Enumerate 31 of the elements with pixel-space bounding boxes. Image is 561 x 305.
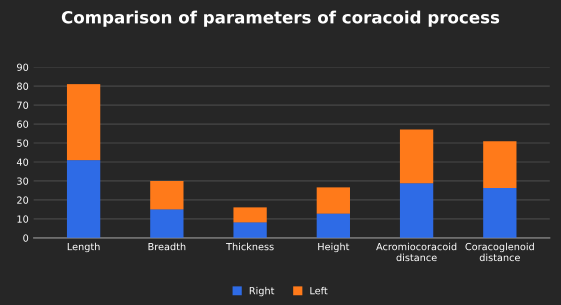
x-tick-label: Breadth <box>148 242 186 250</box>
bar <box>66 84 100 160</box>
y-tick-label: 20 <box>17 196 28 204</box>
x-tick-label: Thickness <box>226 242 274 250</box>
chart-title: Comparison of parameters of coracoid process <box>62 10 500 27</box>
y-tick-label: 10 <box>17 215 28 223</box>
y-tick-label: 30 <box>17 177 28 185</box>
bar <box>400 183 434 238</box>
y-tick-label: 70 <box>17 102 28 109</box>
bar <box>400 130 434 184</box>
bar <box>150 209 184 238</box>
bar <box>483 188 516 238</box>
x-tick-label: Length <box>68 242 100 252</box>
x-tick-label: Acromiocoracoid distance <box>376 242 456 262</box>
y-tick-label: 80 <box>17 82 28 90</box>
bar <box>316 214 350 238</box>
bar <box>316 187 350 214</box>
x-tick-label: Coracoglenoid distance <box>465 242 534 262</box>
y-tick-label: 50 <box>17 139 28 147</box>
x-tick-label: Height <box>318 242 350 252</box>
legend-label: Right <box>250 286 274 296</box>
y-tick-label: 0 <box>23 234 28 242</box>
legend-label: Left <box>310 286 328 294</box>
bar <box>150 180 184 210</box>
bar <box>66 160 100 238</box>
y-tick-label: 60 <box>17 120 28 128</box>
bar <box>233 207 267 222</box>
y-tick-label: 90 <box>17 64 28 71</box>
bar <box>483 141 516 188</box>
y-tick-label: 40 <box>16 158 28 166</box>
bar <box>233 222 267 238</box>
